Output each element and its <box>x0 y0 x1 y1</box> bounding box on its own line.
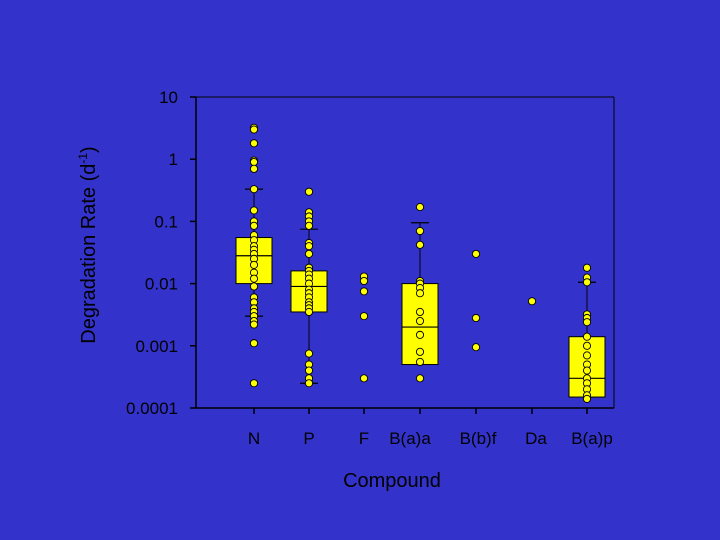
data-point <box>359 374 369 383</box>
x-tick-label: F <box>359 429 369 448</box>
data-point <box>415 330 425 339</box>
data-point <box>582 341 592 350</box>
y-tick-label: 10 <box>159 88 178 107</box>
data-point <box>304 349 314 358</box>
data-point <box>249 206 259 215</box>
x-tick-label: B(a)p <box>571 429 613 448</box>
data-point <box>582 278 592 287</box>
data-point <box>415 307 425 317</box>
data-point <box>249 185 259 194</box>
data-point <box>582 332 592 341</box>
y-axis-title-superscript: -1 <box>76 153 90 164</box>
data-point <box>304 187 314 196</box>
data-point <box>249 164 259 173</box>
data-point <box>359 312 369 321</box>
y-axis-title: Degradation Rate (d-1) <box>76 146 100 343</box>
y-tick-label: 0.001 <box>135 337 178 356</box>
data-point <box>304 249 314 258</box>
x-tick-label: B(a)a <box>389 429 431 448</box>
x-axis-title: Compound <box>343 470 441 492</box>
data-point <box>304 366 314 375</box>
data-point <box>359 276 369 286</box>
data-point <box>249 157 259 167</box>
x-tick-label: Da <box>525 429 547 448</box>
x-tick-label: P <box>303 429 314 448</box>
data-point <box>249 260 259 269</box>
data-point <box>304 379 314 388</box>
y-ticks: 10 1 0.1 0.01 0.001 0.0001 <box>126 88 196 418</box>
y-tick-label: 0.0001 <box>126 399 178 418</box>
data-point <box>415 357 425 366</box>
data-point <box>304 307 314 317</box>
y-axis-title-end: ) <box>78 146 100 153</box>
data-point <box>415 226 425 236</box>
y-tick-label: 0.1 <box>154 212 178 231</box>
y-tick-label: 0.01 <box>145 275 178 294</box>
data-point <box>415 347 425 356</box>
data-point <box>249 339 259 348</box>
y-axis-title-main: Degradation Rate (d <box>78 164 100 344</box>
data-point <box>249 139 259 148</box>
data-point <box>304 242 314 251</box>
data-point <box>471 249 481 258</box>
data-point <box>249 379 259 388</box>
data-point <box>582 351 592 360</box>
data-point <box>471 313 481 323</box>
data-point <box>527 297 537 306</box>
data-point <box>582 318 592 327</box>
plot-area <box>195 96 615 409</box>
data-point <box>249 221 259 230</box>
data-point <box>415 374 425 383</box>
data-point <box>582 366 592 375</box>
data-point <box>249 320 259 329</box>
data-point <box>582 394 592 403</box>
data-point <box>249 274 259 283</box>
x-category-labels: N P F B(a)a B(b)f Da B(a)p <box>248 408 613 448</box>
data-point <box>249 282 259 291</box>
data-point <box>304 221 314 230</box>
data-point <box>471 343 481 352</box>
y-tick-label: 1 <box>169 150 178 169</box>
data-point <box>415 240 425 249</box>
data-point <box>249 125 259 134</box>
x-tick-label: B(b)f <box>460 429 497 448</box>
x-tick-label: N <box>248 429 260 448</box>
data-point <box>415 289 425 298</box>
data-point <box>582 263 592 272</box>
data-point <box>359 287 369 296</box>
data-point <box>415 203 425 212</box>
data-points <box>249 123 592 403</box>
data-point <box>415 316 425 326</box>
